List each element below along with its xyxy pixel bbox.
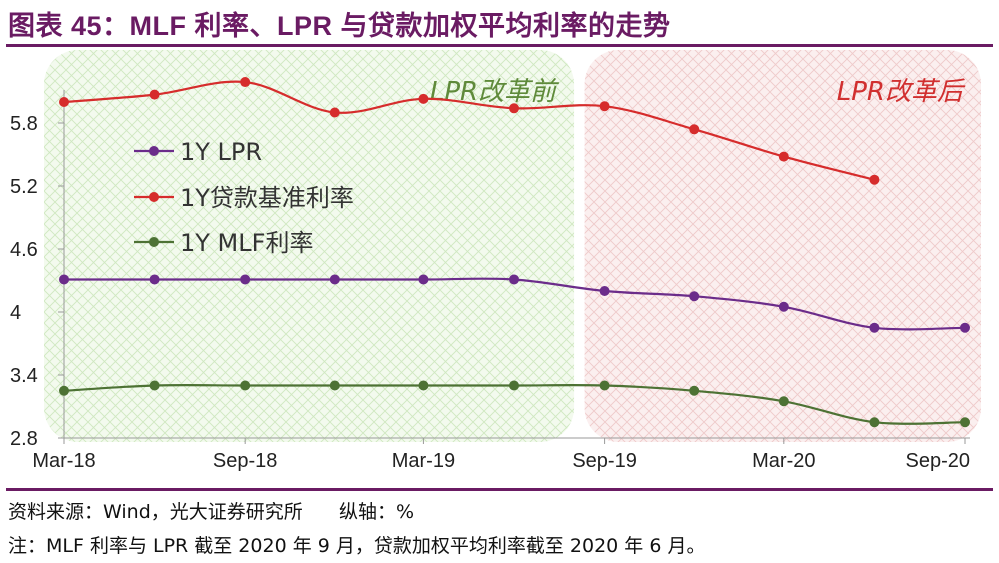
data-point (329, 274, 340, 285)
data-point (599, 380, 610, 391)
x-tick-label: Sep-20 (906, 450, 971, 472)
data-point (778, 151, 789, 162)
data-point (418, 93, 429, 104)
data-point (59, 385, 69, 396)
data-point (149, 274, 160, 285)
data-point (960, 322, 970, 333)
data-point (509, 103, 520, 114)
data-point (240, 274, 251, 285)
data-point (599, 286, 610, 296)
x-tick-label: Mar-18 (32, 450, 95, 472)
region-label-1: LPR改革前 (430, 77, 560, 107)
title-rule (6, 44, 993, 47)
series-layer (59, 77, 970, 428)
figure-title: 图表 45：MLF 利率、LPR 与贷款加权平均利率的走势 (8, 11, 671, 41)
y-tick-label: 4 (10, 302, 21, 324)
legend: 1Y LPR 1Y贷款基准利率 1Y MLF利率 (134, 138, 354, 257)
legend-label: 1Y贷款基准利率 (180, 184, 354, 212)
footnote: 注：MLF 利率与 LPR 截至 2020 年 9 月，贷款加权平均利率截至 2… (8, 535, 706, 557)
data-point (960, 417, 970, 428)
axes-layer: 2.8 3.4 4 4.6 5.2 5.8 Mar-18 Sep-18 Mar-19 Sep-19… (10, 90, 970, 472)
data-point (689, 291, 700, 302)
data-point (869, 174, 880, 185)
regions-layer: LPR改革前 LPR改革后 (44, 50, 981, 442)
data-point (418, 380, 429, 391)
data-point (329, 107, 340, 118)
x-tick-label: Mar-19 (392, 450, 455, 472)
data-point (869, 417, 880, 428)
y-tick-label: 5.2 (10, 176, 38, 198)
data-point (59, 97, 69, 107)
data-point (778, 301, 789, 312)
y-tick-label: 2.8 (10, 428, 38, 450)
data-point (59, 274, 69, 285)
data-point (329, 380, 340, 391)
data-point (869, 322, 880, 333)
source-note: 资料来源：Wind，光大证券研究所 纵轴：% (8, 501, 415, 523)
data-point (689, 124, 700, 135)
data-point (599, 101, 610, 112)
y-tick-label: 3.4 (10, 365, 38, 387)
region-1 (44, 50, 575, 442)
x-tick-label: Sep-18 (213, 450, 278, 472)
line-chart: LPR改革前 LPR改革后 2.8 3.4 4 4.6 5.2 5.8 Mar-18 Sep-1… (10, 50, 981, 472)
x-tick-label: Mar-20 (752, 450, 815, 472)
series-line-2 (63, 80, 875, 181)
x-tick-label: Sep-19 (572, 450, 637, 472)
data-point (240, 380, 251, 391)
region-2 (584, 50, 981, 442)
data-point (149, 380, 160, 391)
legend-marker (149, 237, 159, 247)
data-point (509, 380, 520, 391)
data-point (149, 89, 160, 100)
data-point (418, 274, 429, 285)
footer-rule (6, 488, 993, 491)
legend-label: 1Y LPR (180, 138, 262, 166)
legend-marker (149, 192, 159, 202)
legend-marker (149, 146, 159, 156)
y-tick-label: 5.8 (10, 113, 38, 135)
y-tick-label: 4.6 (10, 239, 38, 261)
region-label-2: LPR改革后 (837, 77, 966, 107)
data-point (778, 396, 789, 407)
data-point (509, 274, 520, 285)
data-point (240, 77, 251, 88)
legend-label: 1Y MLF利率 (180, 229, 313, 257)
data-point (689, 385, 700, 396)
